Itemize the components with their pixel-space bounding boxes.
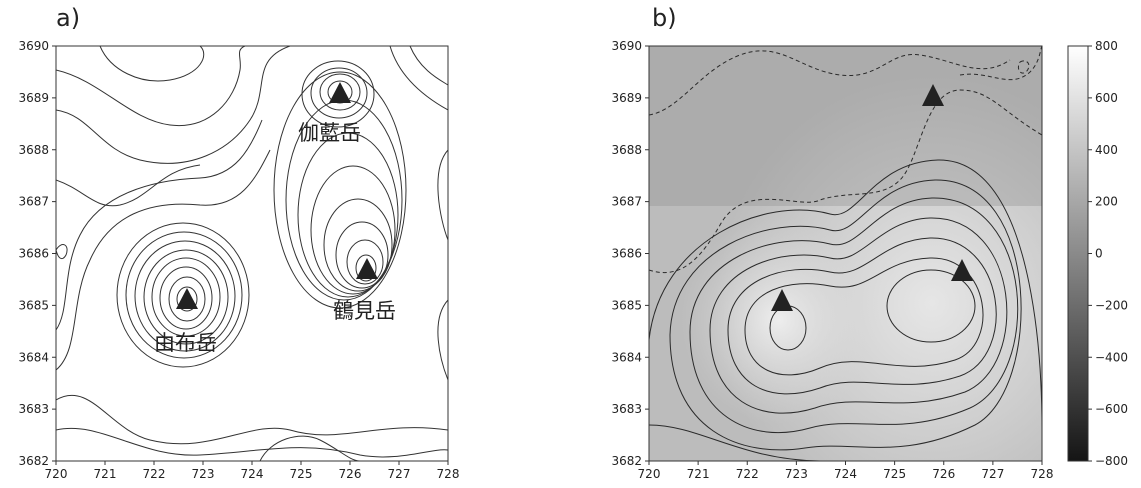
panel-a-y-tick-label: 3685: [18, 298, 49, 312]
panel-b-x-tick-label: 720: [638, 467, 661, 481]
panel-a-x-tick-label: 723: [192, 467, 215, 481]
panel-a-x-tick-label: 724: [241, 467, 264, 481]
panel-b-markers: [771, 84, 973, 311]
panel-a-x-ticks: 720 721 722 723 724 725 726 727 728: [45, 461, 460, 481]
panel-b-x-tick-label: 722: [736, 467, 759, 481]
colorbar-tick-label: 200: [1095, 195, 1118, 209]
panel-a-label: a): [56, 4, 80, 32]
colorbar-tick-label: 600: [1095, 91, 1118, 105]
panel-b-x-tick-label: 724: [834, 467, 857, 481]
panel-a-y-tick-label: 3686: [18, 247, 49, 261]
panel-b-x-ticks: 720 721 722 723 724 725 726 727 728: [638, 461, 1054, 481]
panel-a-markers: [176, 82, 378, 309]
colorbar-tick-label: 400: [1095, 143, 1118, 157]
colorbar: [1067, 45, 1089, 462]
panel-b-y-tick-label: 3689: [611, 91, 642, 105]
volcano-marker-yufudake: [176, 288, 198, 309]
colorbar-tick-label: −800: [1095, 454, 1128, 468]
volcano-marker-garandake: [329, 82, 351, 103]
panel-a-x-tick-label: 728: [437, 467, 460, 481]
panel-a-x-tick-label: 726: [339, 467, 362, 481]
panel-b-x-tick-label: 725: [883, 467, 906, 481]
panel-b-y-tick-label: 3686: [611, 247, 642, 261]
panel-a-frame: [55, 45, 449, 462]
panel-a-y-tick-label: 3689: [18, 91, 49, 105]
panel-a-contours: [56, 46, 448, 461]
panel-b-y-tick-label: 3684: [611, 350, 642, 364]
peak-label-yufudake: 由布岳: [154, 331, 217, 355]
panel-b-x-tick-label: 723: [785, 467, 808, 481]
peak-label-garandake: 伽藍岳: [298, 121, 361, 145]
panel-b-x-tick-label: 726: [932, 467, 955, 481]
panel-a-x-tick-label: 727: [388, 467, 411, 481]
panel-b-y-tick-label: 3688: [611, 143, 642, 157]
volcano-marker-b-garandake: [922, 84, 944, 106]
panel-a-y-tick-label: 3688: [18, 143, 49, 157]
colorbar-ticks: 800 600 400 200 0 −200 −400 −600 −800: [1088, 39, 1128, 468]
peak-label-tsurumidake: 鶴見岳: [333, 299, 396, 323]
panel-b-y-tick-label: 3687: [611, 195, 642, 209]
colorbar-tick-label: 0: [1095, 247, 1103, 261]
panel-a-x-tick-label: 722: [143, 467, 166, 481]
panel-b-x-tick-label: 728: [1031, 467, 1054, 481]
panel-a-y-tick-label: 3683: [18, 402, 49, 416]
colorbar-tick-label: −600: [1095, 402, 1128, 416]
volcano-marker-b-yufudake: [771, 289, 793, 311]
panel-b-x-tick-label: 721: [687, 467, 710, 481]
panel-a-y-ticks: 3682 3683 3684 3685 3686 3687 3688 3689 3690: [18, 39, 56, 468]
panel-b-y-tick-label: 3683: [611, 402, 642, 416]
panel-b-y-tick-label: 3682: [611, 454, 642, 468]
panel-a-y-tick-label: 3684: [18, 350, 49, 364]
panel-b-x-tick-label: 727: [981, 467, 1004, 481]
panel-a-x-tick-label: 721: [94, 467, 117, 481]
panel-b-y-tick-label: 3690: [611, 39, 642, 53]
colorbar-tick-label: −400: [1095, 350, 1128, 364]
panel-b-heatmap: [649, 46, 1042, 461]
volcano-marker-tsurumidake: [356, 258, 378, 279]
panel-b-label: b): [652, 4, 677, 32]
panel-b-y-tick-label: 3685: [611, 298, 642, 312]
panel-a-y-tick-label: 3687: [18, 195, 49, 209]
panel-a-y-tick-label: 3690: [18, 39, 49, 53]
colorbar-tick-label: −200: [1095, 298, 1128, 312]
panel-a-peak-labels: 伽藍岳 鶴見岳 由布岳: [154, 121, 396, 355]
panel-a-x-tick-label: 720: [45, 467, 68, 481]
panel-a-x-tick-label: 725: [290, 467, 313, 481]
panel-a-y-tick-label: 3682: [18, 454, 49, 468]
colorbar-tick-label: 800: [1095, 39, 1118, 53]
volcano-marker-b-tsurumidake: [951, 259, 973, 281]
panel-b-y-ticks: 3682 3683 3684 3685 3686 3687 3688 3689 3690: [611, 39, 649, 468]
